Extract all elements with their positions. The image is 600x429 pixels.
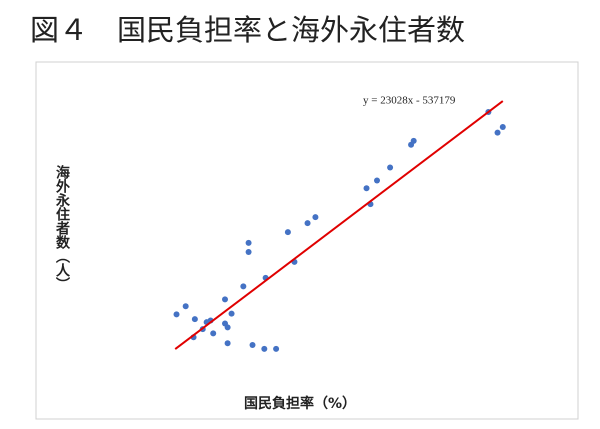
data-point (494, 129, 501, 136)
data-point (173, 311, 180, 318)
trendline (174, 100, 504, 350)
trendline-equation: y = 23028x - 537179 (363, 95, 456, 107)
data-point (273, 345, 280, 352)
data-point (224, 324, 231, 331)
data-point (410, 137, 417, 144)
data-point (191, 316, 198, 323)
data-point (387, 164, 394, 171)
data-point (210, 330, 217, 337)
data-point (261, 345, 268, 352)
data-point (312, 214, 319, 221)
chart-title: 図４ 国民負担率と海外永住者数 (30, 13, 465, 47)
data-point (245, 248, 252, 255)
data-point (245, 239, 252, 246)
chart-frame (35, 61, 579, 420)
data-point (182, 303, 189, 310)
y-axis-label: 海外永住者数（人） (54, 164, 71, 291)
data-point (240, 283, 247, 290)
data-point (228, 310, 235, 317)
data-point (222, 296, 228, 303)
data-point (363, 185, 370, 192)
data-point (499, 124, 506, 131)
data-point (304, 220, 311, 227)
data-point (284, 229, 291, 236)
data-point (224, 340, 231, 347)
data-point (249, 342, 256, 349)
x-axis-label: 国民負担率（%） (244, 395, 356, 412)
data-point (374, 177, 380, 184)
